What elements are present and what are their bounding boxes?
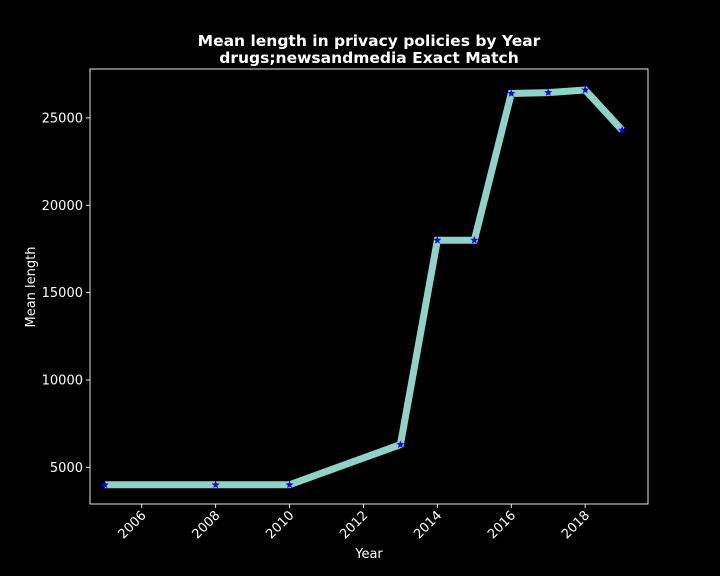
x-axis-label: Year <box>354 547 383 562</box>
data-point-marker <box>618 125 627 134</box>
y-tick-label: 10000 <box>42 373 83 388</box>
y-tick-label: 5000 <box>50 461 83 476</box>
y-tick-label: 15000 <box>42 286 83 301</box>
data-point-marker <box>581 85 590 94</box>
y-axis: 5000 10000 15000 20000 25000 <box>42 111 90 476</box>
data-point-marker <box>433 236 442 244</box>
axes-frame <box>89 68 649 505</box>
data-point-marker <box>396 440 405 448</box>
data-point-marker <box>211 480 220 489</box>
y-tick-label: 20000 <box>42 199 83 214</box>
y-tick-label: 25000 <box>42 111 83 126</box>
data-point-marker <box>507 89 516 97</box>
data-point-marker <box>285 480 294 489</box>
data-point-marker <box>100 480 109 489</box>
chart-title-line-1: Mean length in privacy policies by Year <box>198 32 541 50</box>
data-point-marker <box>544 88 553 96</box>
series-line <box>104 86 625 489</box>
data-point-marker <box>470 236 479 244</box>
plot-area <box>100 85 627 489</box>
chart-title-line-2: drugs;newsandmedia Exact Match <box>219 49 518 67</box>
y-axis-label: Mean length <box>24 247 39 328</box>
